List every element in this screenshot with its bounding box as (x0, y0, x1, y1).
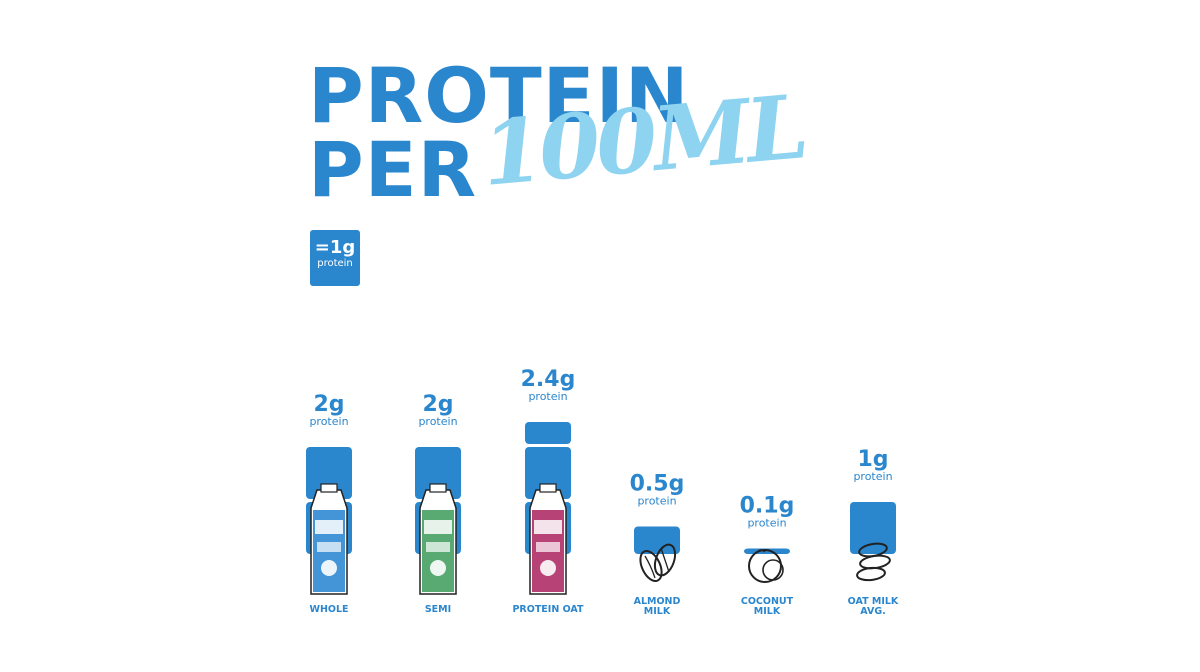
bar-unit-block (525, 447, 571, 499)
chart-title-line2: PER (308, 125, 478, 214)
carton-protein-oat-icon (529, 483, 567, 595)
category-label: PROTEIN OAT (512, 604, 584, 615)
bar-unit-label: protein (309, 415, 348, 428)
almond-icon (639, 543, 677, 582)
bar-unit-label: protein (853, 470, 892, 483)
category-label: COCONUT (741, 596, 794, 607)
oat-icon (856, 542, 891, 582)
bar-unit-label: protein (637, 495, 676, 508)
legend-unit-block: =1g protein (310, 230, 360, 286)
bar-unit-block (525, 422, 571, 444)
bar-value-label: 2g (313, 392, 344, 417)
legend-label: protein (317, 257, 353, 269)
bar-unit-label: protein (747, 517, 786, 530)
bar-value-label: 1g (857, 447, 888, 472)
carton-semi-icon (419, 483, 457, 595)
bar-unit-label: protein (418, 415, 457, 428)
bar-unit-block (415, 447, 461, 499)
bar-unit-block (306, 447, 352, 499)
carton-whole-icon (310, 483, 348, 595)
bar-unit-block (634, 526, 680, 554)
category-label: MILK (754, 606, 781, 617)
bar-unit-block (850, 502, 896, 554)
category-label: MILK (644, 606, 671, 617)
category-label: AVG. (860, 606, 885, 617)
category-label: OAT MILK (848, 596, 899, 607)
category-label: WHOLE (309, 604, 348, 615)
bar-value-label: 0.5g (630, 472, 685, 497)
bar-unit-label: protein (528, 390, 567, 403)
category-label: ALMOND (634, 596, 681, 607)
bar-value-label: 2.4g (521, 367, 576, 392)
chart-title-line1: PROTEIN (308, 51, 690, 140)
category-label: SEMI (425, 604, 451, 615)
legend-value: =1g (314, 237, 356, 258)
coconut-icon (748, 549, 784, 583)
bar-value-label: 2g (422, 392, 453, 417)
bar-value-label: 0.1g (740, 494, 795, 519)
